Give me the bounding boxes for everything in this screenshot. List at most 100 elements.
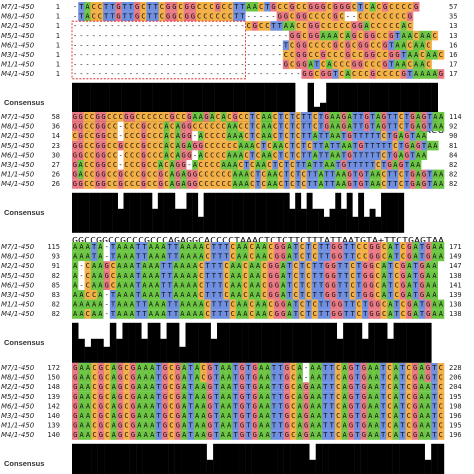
residue-cell: [387, 270, 394, 281]
residue-cell: [344, 2, 352, 12]
residue-cell: [127, 69, 135, 79]
residue-letter: G: [321, 51, 325, 59]
residue-cell: [406, 59, 414, 70]
residue-letter: C: [336, 393, 340, 401]
residue-cell: [110, 382, 118, 392]
residue-cell: [309, 401, 317, 411]
residue-letter: A: [395, 41, 400, 49]
residue-cell: [83, 179, 90, 189]
residue-letter: G: [315, 32, 319, 40]
residue-cell: [358, 112, 365, 122]
residue-cell: [116, 242, 123, 252]
residue-letter: C: [136, 132, 140, 140]
residue-letter: T: [272, 364, 277, 372]
residue-cell: [273, 242, 281, 252]
residue-letter: -: [79, 281, 83, 289]
residue-cell: [106, 131, 113, 141]
residue-cell: [322, 411, 329, 421]
residue-letter: G: [119, 142, 123, 150]
residue-cell: [103, 50, 110, 60]
residue-letter: G: [405, 142, 409, 150]
residue-cell: [398, 131, 405, 141]
residue-letter: -: [178, 51, 182, 59]
residue-letter: -: [228, 32, 232, 40]
residue-letter: -: [135, 70, 139, 78]
residue-letter: -: [98, 51, 102, 59]
residue-cell: [283, 411, 291, 421]
residue-cell: [116, 299, 123, 310]
residue-letter: A: [170, 180, 175, 188]
residue-cell: [352, 179, 359, 189]
residue-cell: [134, 2, 141, 12]
residue-letter: A: [342, 412, 347, 420]
conservation-bar: [369, 208, 376, 233]
residue-cell: [363, 140, 370, 151]
residue-letter: A: [408, 32, 413, 40]
residue-letter: T: [355, 374, 360, 382]
residue-cell: [165, 21, 172, 31]
residue-cell: [368, 280, 375, 290]
residue-letter: A: [433, 70, 438, 78]
residue-cell: [421, 179, 428, 189]
residue-letter: -: [265, 13, 269, 21]
residue-letter: C: [407, 402, 411, 410]
residue-cell: [152, 40, 160, 50]
residue-cell: [128, 270, 136, 281]
residue-cell: [204, 261, 212, 271]
residue-cell: [245, 420, 252, 431]
conservation-bar: [270, 443, 278, 474]
conservation-bar: [362, 338, 369, 363]
residue-letter: T: [350, 243, 355, 251]
residue-cell: [409, 140, 416, 151]
residue-letter: G: [389, 32, 393, 40]
residue-letter: T: [306, 253, 311, 261]
residue-letter: A: [420, 41, 425, 49]
conservation-bar: [72, 443, 79, 474]
residue-cell: [136, 382, 143, 392]
conservation-bar: [83, 192, 90, 233]
sequence-end: 206: [449, 374, 462, 382]
residue-cell: [338, 30, 346, 41]
residue-cell: [229, 242, 237, 252]
conservation-bar: [387, 338, 394, 363]
residue-letter: C: [376, 272, 380, 280]
residue-letter: T: [342, 132, 347, 140]
residue-cell: [204, 299, 212, 310]
residue-cell: [412, 270, 420, 281]
residue-letter: C: [315, 70, 319, 78]
residue-cell: [175, 169, 182, 180]
residue-letter: G: [269, 291, 273, 299]
residue-letter: A: [231, 281, 236, 289]
residue-letter: G: [407, 310, 411, 318]
residue-letter: T: [353, 123, 358, 131]
residue-letter: A: [364, 22, 369, 30]
residue-letter: A: [342, 142, 347, 150]
conservation-histogram: [72, 443, 445, 474]
residue-letter: C: [153, 132, 157, 140]
residue-letter: C: [262, 180, 266, 188]
residue-cell: [189, 21, 197, 31]
residue-letter: A: [250, 272, 255, 280]
residue-letter: -: [141, 70, 145, 78]
residue-letter: T: [142, 253, 147, 261]
sequence-start: 85: [52, 281, 60, 289]
residue-cell: [312, 160, 319, 170]
residue-cell: [123, 391, 131, 402]
residue-cell: [123, 420, 131, 431]
residue-letter: G: [275, 243, 279, 251]
residue-letter: G: [208, 412, 212, 420]
residue-letter: A: [262, 310, 267, 318]
residue-letter: A: [433, 113, 438, 121]
residue-letter: C: [279, 161, 283, 169]
residue-cell: [134, 131, 141, 141]
residue-cell: [411, 382, 419, 392]
residue-letter: A: [80, 431, 85, 439]
residue-letter: A: [237, 262, 242, 270]
residue-cell: [340, 179, 348, 189]
sequence-start: 115: [47, 243, 60, 251]
residue-cell: [245, 382, 252, 392]
residue-cell: [122, 309, 130, 319]
residue-cell: [421, 131, 428, 141]
residue-cell: [312, 150, 319, 160]
residue-letter: C: [382, 253, 386, 261]
